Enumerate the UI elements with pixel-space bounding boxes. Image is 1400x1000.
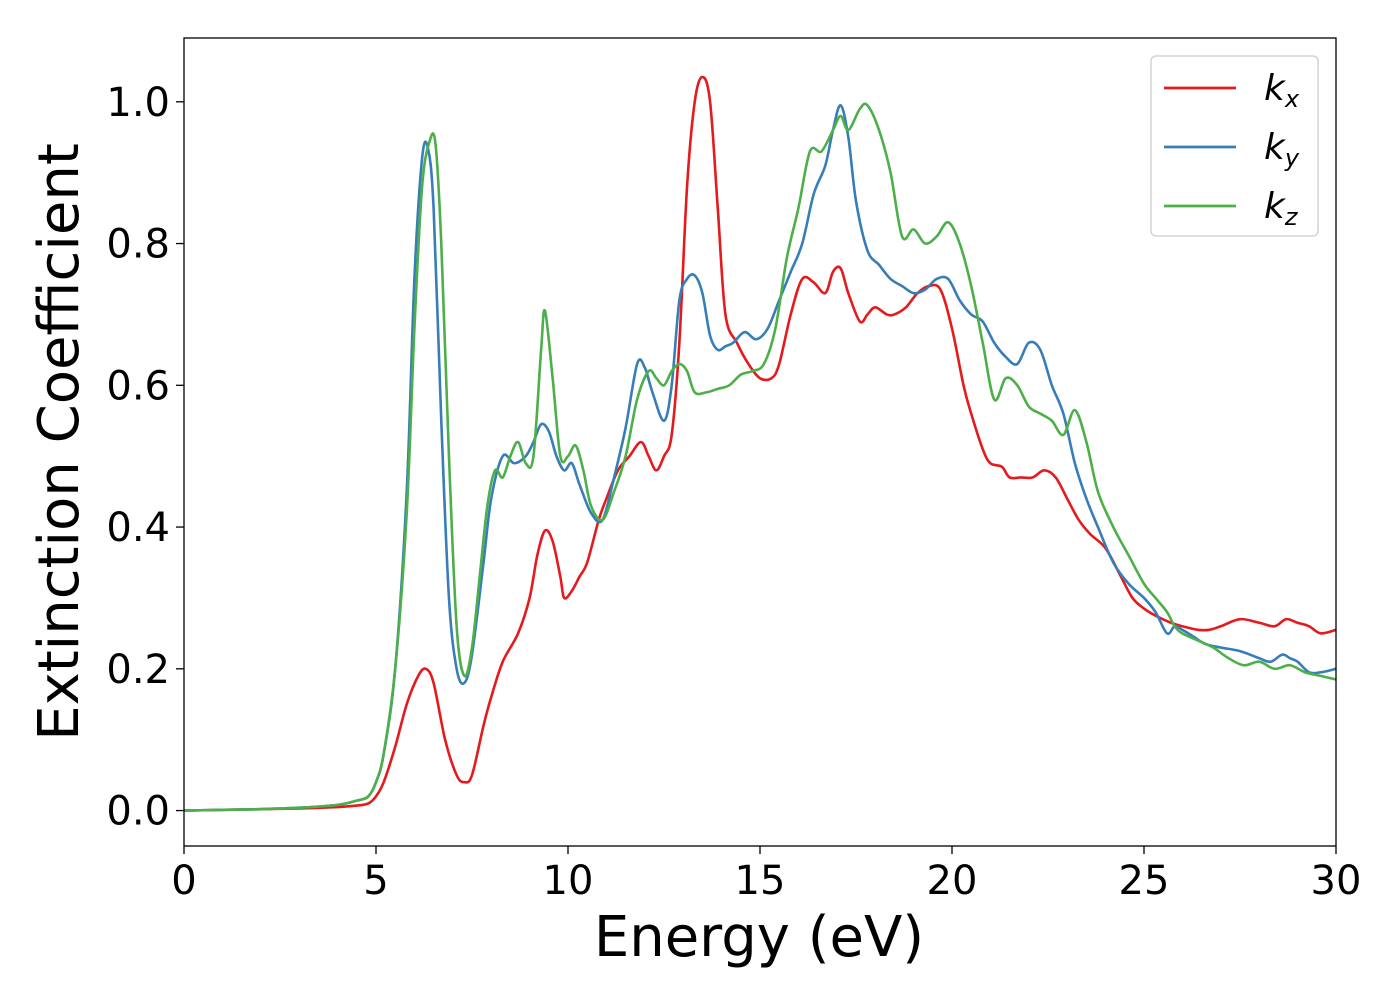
x-tick-label: 30 [1311, 858, 1362, 904]
x-tick-label: 25 [1119, 858, 1170, 904]
legend-label-z: kz [1264, 186, 1299, 231]
x-tick-label: 15 [735, 858, 786, 904]
y-tick-label: 1.0 [106, 80, 170, 126]
y-axis-title: Extinction Coefficient [27, 143, 92, 741]
legend-label-x: kx [1264, 68, 1300, 113]
x-tick-label: 10 [543, 858, 594, 904]
plot-area: 0 5 10 15 20 25 30 0.0 0.2 0.4 0.6 0.8 1.0 [106, 37, 1362, 904]
x-tick-label: 0 [171, 858, 196, 904]
x-axis-title: Energy (eV) [594, 905, 924, 970]
series-group [184, 75, 1336, 812]
y-tick-label: 0.0 [106, 789, 170, 835]
series-line-z [184, 102, 1336, 812]
y-tick-label: 0.4 [106, 505, 170, 551]
series-line-y [184, 104, 1336, 812]
y-tick-label: 0.8 [106, 222, 170, 268]
legend-label-y: ky [1264, 127, 1300, 172]
x-tick-label: 5 [363, 858, 388, 904]
x-tick-label: 20 [927, 858, 978, 904]
legend: kx ky kz [1150, 55, 1319, 237]
y-tick-label: 0.6 [106, 363, 170, 409]
y-tick-label: 0.2 [106, 647, 170, 693]
